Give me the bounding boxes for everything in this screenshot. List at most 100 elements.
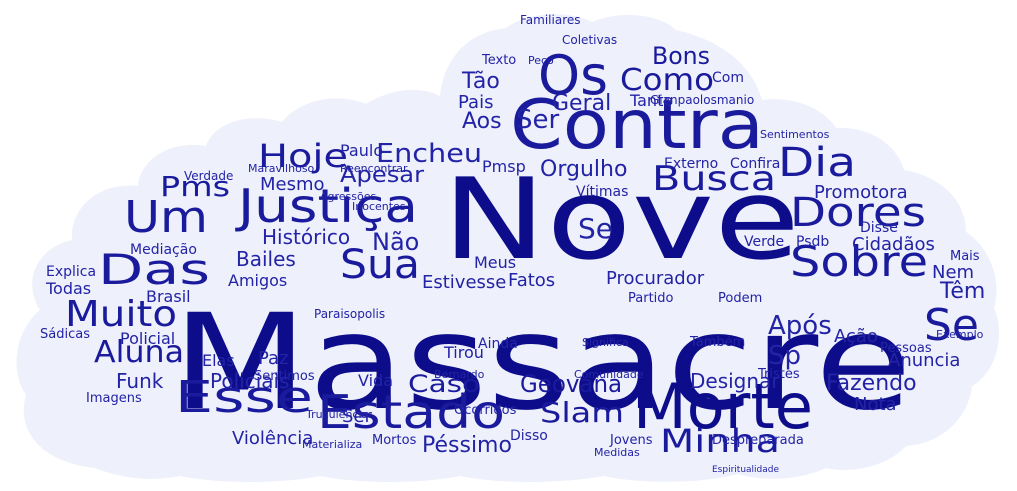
word-ainda: Ainda <box>478 336 518 352</box>
word-nove: Nove <box>442 155 800 285</box>
word-sobre: Sobre <box>790 237 928 286</box>
word-ser-2: Ser <box>342 406 373 427</box>
word-caso: Caso <box>408 370 480 398</box>
word-mediacao: Mediação <box>130 242 197 258</box>
word-massacre: Massacre <box>172 286 912 440</box>
word-todas: Todas <box>45 279 91 298</box>
word-procurador: Procurador <box>606 268 705 289</box>
word-externo: Externo <box>664 156 718 172</box>
word-fazendo: Fazendo <box>826 371 917 396</box>
word-aos: Aos <box>462 109 502 134</box>
word-hoje: Hoje <box>258 137 348 175</box>
word-confira: Confira <box>730 156 780 172</box>
word-disse: Disse <box>860 220 898 236</box>
word-vitimas: Vítimas <box>576 184 628 200</box>
word-busca: Busca <box>652 159 776 199</box>
word-elas: Elas <box>202 351 235 370</box>
word-exemplo: Exemplo <box>936 328 984 341</box>
word-ocorridos: Ocorridos <box>454 403 517 418</box>
word-tem: Têm <box>939 279 985 304</box>
word-das: Das <box>98 245 210 294</box>
word-encheu: Encheu <box>376 139 482 169</box>
word-policial: Policial <box>120 329 175 348</box>
word-bailes: Bailes <box>236 247 296 271</box>
word-apos: Após <box>768 311 832 341</box>
word-brasil: Brasil <box>146 287 191 306</box>
word-mortos: Mortos <box>372 433 417 448</box>
word-muito: Muito <box>65 294 177 335</box>
word-sua: Sua <box>340 242 420 288</box>
word-inocentes: Inocentes <box>352 200 406 213</box>
word-psdb: Psdb <box>796 234 829 250</box>
word-sentimos: Sentimos <box>254 369 315 384</box>
word-podem: Podem <box>718 291 762 306</box>
word-comunidade: Comunidade <box>574 368 644 381</box>
word-um: Um <box>124 192 208 243</box>
word-estado: Estado <box>317 385 505 439</box>
word-medidas: Medidas <box>594 446 640 459</box>
word-peco: Peço <box>528 54 554 67</box>
word-paulo: Paulo <box>340 141 383 160</box>
word-sadicas: Sádicas <box>40 327 90 342</box>
word-mesmo: Mesmo <box>260 174 325 195</box>
word-maravilhoso: Maravilhoso <box>248 162 315 175</box>
word-cidadaos: Cidadãos <box>852 234 935 255</box>
word-materializa: Materializa <box>302 438 362 451</box>
word-nota: Nota <box>854 394 897 415</box>
word-jovens: Jovens <box>609 433 653 448</box>
word-reencontrar: Reencontrar <box>340 162 408 175</box>
word-truculencia: Truculência <box>305 408 368 421</box>
word-designar: Designar <box>690 369 780 393</box>
word-paz: Paz <box>258 348 289 369</box>
word-tambem: Também <box>689 335 745 350</box>
word-minha: Minha <box>660 422 780 460</box>
word-significa: Significa <box>582 336 629 349</box>
word-tanto: Tanto <box>629 91 673 110</box>
word-apesar: Apesar <box>340 163 425 188</box>
word-coletivas: Coletivas <box>562 33 617 47</box>
word-policiais: Policiais <box>210 369 289 393</box>
word-tao: Tão <box>461 69 500 94</box>
word-anuncia: Anuncia <box>888 350 960 371</box>
word-funk: Funk <box>116 369 164 393</box>
word-paraisopolis: Paraisopolis <box>314 307 385 321</box>
word-pessimo: Péssimo <box>422 433 512 458</box>
word-se-1: Se <box>578 212 613 245</box>
word-bernardo: Bernardo <box>434 368 485 381</box>
word-sentimentos: Sentimentos <box>760 128 830 141</box>
word-meus: Meus <box>474 253 516 272</box>
word-violencia: Violência <box>232 428 313 449</box>
word-aluna: Aluna <box>94 335 184 370</box>
word-geovana: Geovana <box>520 370 622 398</box>
word-pais: Pais <box>458 92 493 113</box>
word-dores: Dores <box>790 190 926 236</box>
word-agressoes: Agressões <box>320 190 377 203</box>
word-mais: Mais <box>950 249 980 264</box>
word-os: Os <box>538 44 608 107</box>
word-nao: Não <box>372 228 419 256</box>
word-verdade: Verdade <box>184 169 233 183</box>
word-amigos: Amigos <box>228 271 287 290</box>
word-com: Com <box>712 70 744 86</box>
word-estivesse: Estivesse <box>422 272 506 293</box>
word-como: Como <box>620 63 714 98</box>
word-espiritualidade: Espiritualidade <box>712 465 779 475</box>
word-geral: Geral <box>552 91 611 116</box>
word-tirou: Tirou <box>443 343 484 362</box>
word-despreparada: Despreparada <box>712 433 804 448</box>
word-se-2: Se <box>924 300 979 351</box>
word-tristes: Tristes <box>757 367 800 382</box>
word-nem: Nem <box>932 262 974 283</box>
word-fatos: Fatos <box>508 270 555 291</box>
word-historico: Histórico <box>262 225 350 249</box>
word-ser-1: Ser <box>516 105 560 135</box>
word-partido: Partido <box>628 291 674 306</box>
word-promotora: Promotora <box>814 182 908 203</box>
word-verde: Verde <box>744 234 784 250</box>
word-texto: Texto <box>481 53 516 68</box>
word-justica: Justiça <box>234 179 418 233</box>
word-contra: Contra <box>510 86 764 165</box>
word-slam: Slam <box>540 396 624 429</box>
word-pmsp: Pmsp <box>482 157 526 176</box>
